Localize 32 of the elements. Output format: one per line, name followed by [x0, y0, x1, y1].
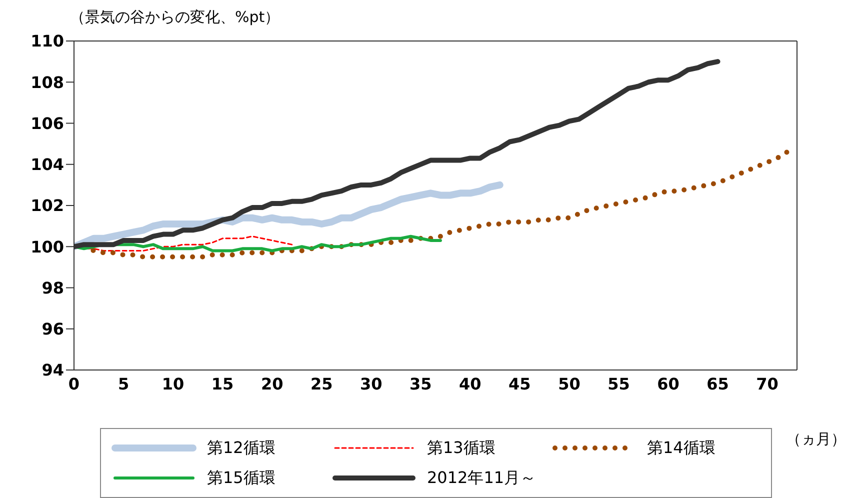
- x-tick-label: 10: [162, 374, 184, 394]
- y-tick-label: 94: [42, 360, 64, 380]
- legend-label: 第13循環: [427, 438, 496, 458]
- y-tick-label: 110: [30, 32, 64, 51]
- x-axis-title: （ヵ月）: [786, 430, 846, 449]
- x-tick-label: 45: [508, 374, 531, 394]
- x-tick-label: 40: [459, 374, 482, 394]
- y-tick-label: 108: [30, 72, 64, 92]
- x-tick-label: 70: [756, 374, 778, 394]
- y-tick-label: 100: [30, 237, 64, 256]
- x-tick-label: 50: [558, 374, 580, 394]
- y-tick-label: 106: [30, 114, 64, 133]
- y-tick-label: 98: [42, 278, 64, 298]
- x-tick-label: 60: [657, 374, 680, 394]
- x-tick-label: 20: [260, 374, 284, 394]
- x-tick-label: 5: [118, 374, 130, 394]
- legend-label: 第15循環: [207, 468, 276, 488]
- x-tick-label: 25: [310, 374, 333, 394]
- x-tick-label: 65: [706, 374, 729, 394]
- x-tick-label: 0: [68, 374, 80, 394]
- legend-label: 2012年11月～: [427, 468, 536, 488]
- y-axis-title: （景気の谷からの変化、%pt）: [69, 8, 281, 28]
- x-tick-label: 15: [211, 374, 234, 394]
- x-tick-label: 35: [410, 374, 432, 394]
- line-series: [74, 234, 442, 252]
- x-tick-label: 55: [608, 374, 630, 394]
- y-tick-label: 102: [30, 196, 64, 216]
- legend-label: 第12循環: [207, 438, 276, 458]
- x-tick-label: 30: [360, 374, 382, 394]
- y-tick-label: 104: [30, 155, 64, 174]
- legend-label: 第14循環: [647, 438, 716, 458]
- y-tick-label: 96: [42, 320, 64, 339]
